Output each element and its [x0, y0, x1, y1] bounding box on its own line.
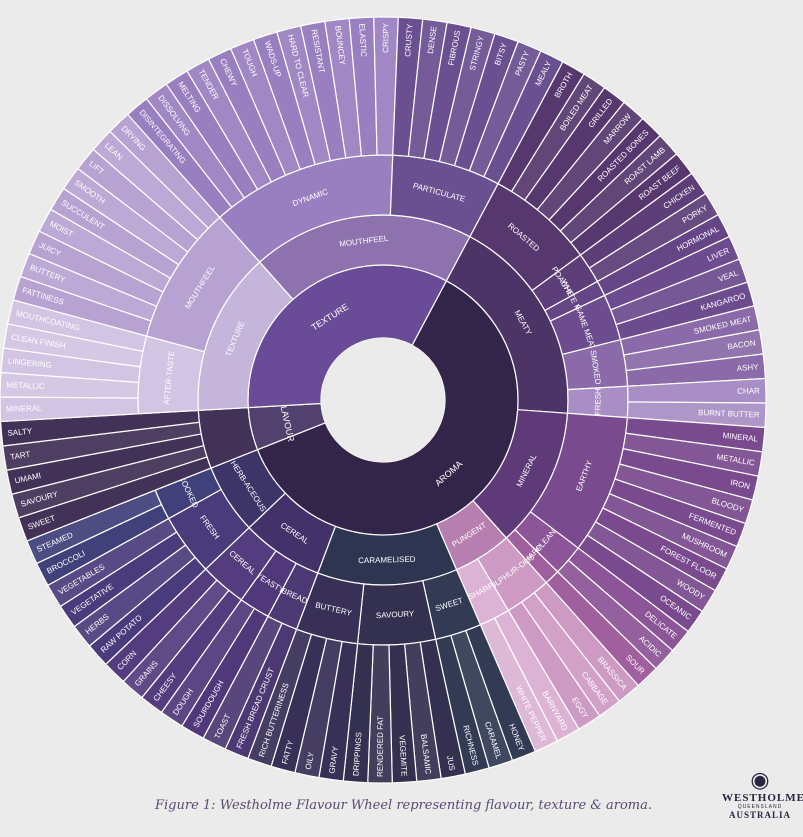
ring3-particulate: PARTICULATE	[389, 154, 499, 238]
leaf-steamed: STEAMED	[26, 489, 163, 565]
ring2-herb-aceous: HERB-ACEOUS	[210, 448, 287, 529]
leaf-rendered-fat-label: RENDERED FAT	[376, 716, 385, 777]
bull-head-icon: ◉	[750, 767, 770, 792]
leaf-moist: MOIST	[38, 208, 172, 293]
ring3-fresh: FRESH	[566, 385, 629, 419]
ring3-smoked: SMOKED	[561, 338, 629, 391]
leaf-wads-up: WADS-UP	[252, 31, 316, 171]
leaf-kangaroo: KANGAROO	[615, 281, 755, 341]
leaf-fibrous: FIBROUS	[423, 21, 472, 163]
leaf-bloody: BLOODY	[614, 463, 754, 525]
leaf-porky: PORKY	[588, 192, 719, 283]
leaf-dense: DENSE	[407, 18, 448, 160]
leaf-bacon-label: BACON	[727, 338, 757, 351]
leaf-smoked-meat: SMOKED MEAT	[619, 305, 761, 356]
leaf-metallic-label: METALLIC	[6, 380, 45, 391]
ring3-after-taste: AFTER-TASTE	[137, 335, 206, 415]
leaf-drippings-label: DRIPPINGS	[351, 732, 363, 777]
center-hole	[321, 338, 445, 462]
leaf-jus-label: JUS	[445, 755, 457, 772]
leaf-clean-finish: CLEAN FINISH	[2, 323, 144, 368]
leaf-mineral-label: MINERAL	[6, 404, 42, 414]
leaf-toast: TOAST	[202, 615, 283, 750]
leaf-mealy: MEALY	[483, 50, 564, 185]
leaf-drippings: DRIPPINGS	[342, 643, 374, 784]
ring2-pungent: PUNGENT	[435, 499, 508, 571]
leaf-broth: BROTH	[497, 61, 585, 193]
leaf-salty-label: SALTY	[7, 427, 33, 438]
leaf-vegemite-label: VEGEMITE	[397, 735, 408, 777]
leaf-dense-label: DENSE	[426, 26, 439, 55]
leaf-burnt-butter-label: BURNT BUTTER	[698, 408, 760, 419]
logo-region: QUEENSLAND	[737, 804, 783, 810]
leaf-elastic-label: ELASTIC	[357, 23, 368, 57]
leaf-fattiness: FATTINESS	[12, 275, 152, 337]
leaf-mouthcoating: MOUTHCOATING	[6, 299, 148, 352]
westholme-logo: ◉ WESTHOLME QUEENSLAND AUSTRALIA	[722, 767, 803, 821]
leaf-caramel: CARAMEL	[450, 629, 514, 769]
leaf-gravy-label: GRAVY	[327, 745, 340, 774]
leaf-corn: CORN	[104, 568, 218, 683]
leaf-oily-label: OILY	[304, 751, 316, 771]
leaf-buttery: BUTTERY	[19, 252, 158, 322]
logo-wordmark: WESTHOLME	[722, 792, 803, 804]
leaf-mineral: MINERAL	[625, 416, 766, 453]
ring3-fresh-label: FRESH	[593, 388, 602, 415]
leaf-ashy-label: ASHY	[736, 362, 759, 373]
leaf-hard-to-clear: HARD TO CLEAR	[276, 25, 332, 166]
leaf-char-label: CHAR	[737, 386, 760, 396]
leaf-tough: TOUGH	[229, 38, 301, 176]
leaf-crusty-label: CRUSTY	[403, 23, 414, 57]
leaf-dissolving: DISSOLVING	[145, 83, 246, 209]
leaf-crispy-label: CRISPY	[381, 22, 390, 53]
ring3-savoury-label: SAVOURY	[376, 609, 415, 620]
leaf-resistant: RESISTANT	[299, 20, 347, 162]
leaf-honey: HONEY	[465, 624, 537, 762]
leaf-veal: VEAL	[610, 258, 749, 326]
logo-country: AUSTRALIA	[728, 810, 791, 820]
figure-caption: Figure 1: Westholme Flavour Wheel repres…	[155, 798, 653, 813]
ring3-savoury: SAVOURY	[356, 579, 437, 646]
leaf-tart-label: TART	[10, 450, 31, 462]
leaf-pasty: PASTY	[468, 40, 542, 178]
leaf-mineral-label: MINERAL	[722, 431, 759, 444]
ring2-caramelised-label: CARAMELISED	[358, 555, 416, 565]
leaf-stringy: STRINGY	[438, 26, 496, 167]
